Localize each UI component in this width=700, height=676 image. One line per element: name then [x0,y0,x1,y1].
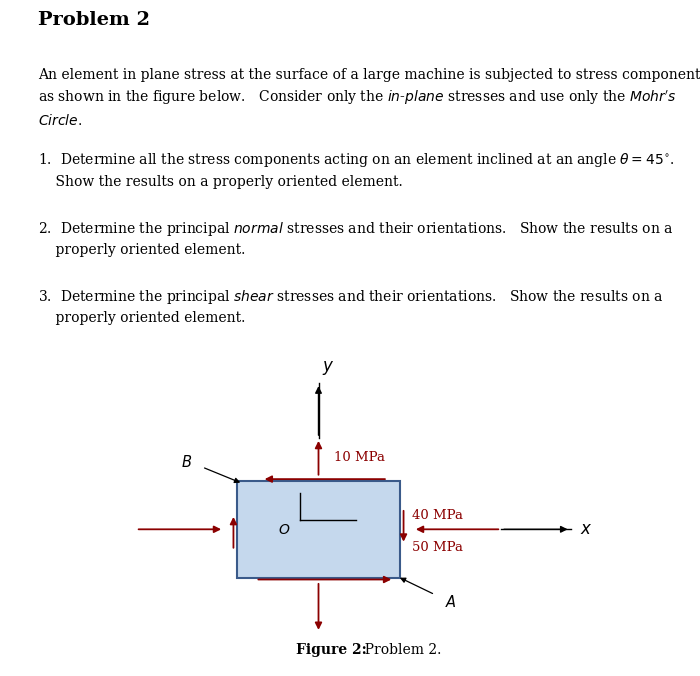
Text: Figure 2:: Figure 2: [297,643,368,657]
Text: Problem 2: Problem 2 [38,11,150,29]
Text: 50 MPa: 50 MPa [412,541,463,554]
Text: $A$: $A$ [445,594,456,610]
Text: $B$: $B$ [181,454,192,470]
Text: 10 MPa: 10 MPa [335,452,385,464]
Text: 1.  Determine all the stress components acting on an element inclined at an angl: 1. Determine all the stress components a… [38,151,675,189]
Text: 2.  Determine the principal $\mathit{normal}$ stresses and their orientations.  : 2. Determine the principal $\mathit{norm… [38,220,674,257]
Text: $O$: $O$ [278,523,290,537]
Text: Problem 2.: Problem 2. [356,643,442,657]
Text: An element in plane stress at the surface of a large machine is subjected to str: An element in plane stress at the surfac… [38,68,700,128]
Text: $y$: $y$ [322,359,334,377]
Text: 40 MPa: 40 MPa [412,509,463,522]
Text: $x$: $x$ [580,521,592,538]
Text: 3.  Determine the principal $\mathit{shear}$ stresses and their orientations.   : 3. Determine the principal $\mathit{shea… [38,288,664,325]
Bar [237,481,400,578]
